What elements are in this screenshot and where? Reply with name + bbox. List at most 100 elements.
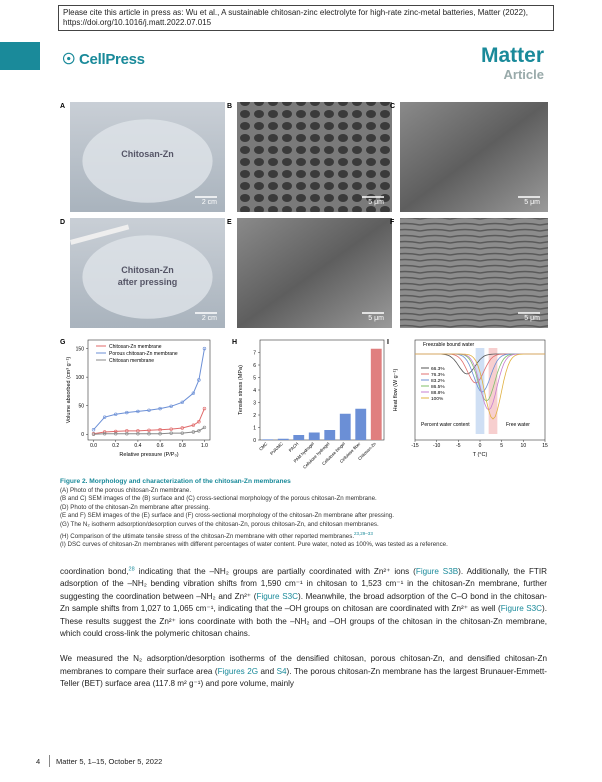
figure-caption: Figure 2. Morphology and characterizatio… (60, 478, 550, 550)
caption-line: (D) Photo of the chitosan-Zn membrane af… (60, 504, 550, 513)
x-tick-label: -10 (433, 443, 440, 449)
y-axis-label: Volume absorbed (cm³ g⁻¹) (66, 357, 72, 424)
bar (308, 432, 320, 440)
dsc-curve (415, 353, 545, 420)
series-line (93, 408, 205, 435)
photo-label: Chitosan-Zn (121, 265, 174, 275)
series-point (102, 432, 107, 436)
panel-label: B (227, 103, 232, 110)
series-point (91, 428, 96, 432)
series-point (197, 420, 201, 424)
legend-label: 76.3% (431, 372, 445, 378)
y-tick-label: 3 (253, 400, 256, 406)
category-label: CMC (258, 441, 268, 451)
text: We measured the N₂ adsorption/desorption… (60, 654, 547, 676)
legend-label: Porous chitosan-Zn membrane (109, 351, 178, 357)
reference: 28 (128, 566, 135, 573)
series-line (93, 348, 205, 431)
y-tick-label: 6 (253, 363, 256, 369)
legend-label: Chitosan-Zn membrane (109, 344, 162, 350)
caption-text: (I) DSC curves of chitosan-Zn membranes … (60, 541, 448, 549)
bar (355, 408, 367, 440)
series-point (147, 428, 151, 432)
text: ). Meanwhile, the broad adsorption of th… (60, 591, 547, 614)
x-tick-label: 15 (542, 443, 548, 449)
scale-label: 2 cm (202, 315, 217, 322)
bar (339, 413, 351, 440)
figure: A Chitosan-Zn 2 cm B 5 μm C 5 μm D Chitosan-Zn af… (60, 102, 548, 470)
y-tick-label: 100 (76, 375, 85, 381)
caption-text: (D) Photo of the chitosan-Zn membrane af… (60, 503, 210, 511)
y-axis-label: Tensile stress (MPa) (238, 365, 244, 415)
series-point (169, 404, 173, 408)
membrane (82, 235, 213, 319)
y-axis-label: Heat flow (W g⁻¹) (393, 369, 399, 412)
footer-divider (49, 755, 50, 767)
series-point (158, 428, 162, 432)
paragraph: coordination bond,28 indicating that the… (60, 566, 547, 640)
series-point (102, 415, 107, 419)
figure-link[interactable]: S4 (276, 666, 287, 676)
figure-link[interactable]: Figure S3C (256, 591, 298, 601)
article-type: Article (503, 67, 544, 82)
publisher-logo: ☉ CellPress (62, 50, 145, 68)
logo-icon: ☉ (62, 51, 80, 68)
series-point (202, 346, 207, 351)
image-panel (237, 218, 392, 328)
y-tick-label: 7 (253, 350, 256, 356)
text: ). These results suggest the Zn²⁺ ions c… (60, 604, 547, 639)
annotation: Free water (506, 422, 530, 428)
scale-label: 5 μm (524, 199, 540, 206)
x-axis-label: T (°C) (473, 452, 488, 458)
text: ). The porous chitosan-Zn membrane has t… (60, 666, 547, 689)
series-point (202, 406, 207, 411)
series-point (202, 425, 207, 430)
series-point (114, 432, 118, 436)
panel-label: F (390, 219, 395, 226)
series-point (158, 406, 162, 411)
scale-label: 2 cm (202, 199, 217, 206)
image-panel (400, 102, 548, 212)
x-axis-label: Relative pressure (P/P₀) (119, 452, 178, 458)
y-tick-label: 0 (253, 438, 256, 444)
series-point (158, 432, 162, 436)
y-tick-label: 150 (76, 346, 85, 352)
annotation: Freezable bound water (423, 342, 474, 348)
figure-link[interactable]: Figures 2G (217, 666, 259, 676)
panel-label: D (60, 219, 65, 226)
legend-label: 100% (431, 396, 444, 402)
caption-text: (E and F) SEM images of the (E) surface … (60, 512, 394, 520)
y-tick-label: 5 (253, 375, 256, 381)
series-point (169, 427, 173, 431)
panel-label: C (390, 103, 395, 110)
panel-label: E (227, 219, 232, 226)
figure-link[interactable]: Figure S3C (500, 604, 543, 614)
series-point (191, 430, 196, 434)
caption-text: (H) Comparison of the ultimate tensile s… (60, 532, 355, 540)
reference: 23,29–33 (354, 530, 373, 536)
annotation: Percent water content (421, 422, 470, 428)
legend-label: 88.8% (431, 390, 445, 396)
caption-text: (B and C) SEM images of the (B) surface … (60, 495, 377, 503)
series-point (114, 429, 118, 434)
y-tick-label: 0 (81, 432, 84, 438)
caption-line: (I) DSC curves of chitosan-Zn membranes … (60, 541, 550, 550)
plot-frame (87, 339, 211, 441)
legend-label: 83.2% (431, 378, 445, 384)
journal-info: Matter 5, 1–15, October 5, 2022 (56, 757, 163, 766)
caption-text: (A) Photo of the porous chitosan-Zn memb… (60, 486, 192, 494)
series-point (180, 400, 184, 404)
panel-label: H (232, 339, 237, 346)
series-point (180, 426, 184, 430)
x-tick-label: 0.6 (157, 443, 164, 449)
x-tick-label: 0.0 (90, 443, 97, 449)
series-point (180, 431, 184, 435)
legend-label: 86.5% (431, 384, 445, 390)
caption-line: (A) Photo of the porous chitosan-Zn memb… (60, 487, 550, 496)
x-tick-label: -5 (456, 443, 461, 449)
scale-label: 5 μm (368, 199, 384, 206)
figure-link[interactable]: Figure S3B (415, 567, 459, 576)
bar (277, 438, 289, 440)
series-point (147, 408, 151, 412)
